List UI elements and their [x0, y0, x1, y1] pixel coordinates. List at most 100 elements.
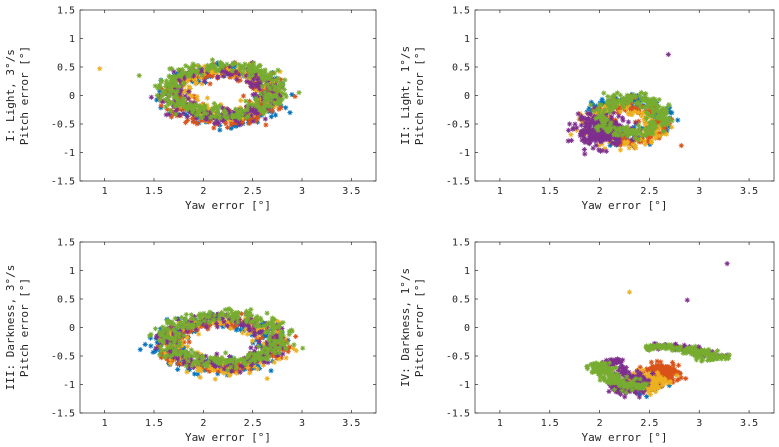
data-point-green [161, 335, 167, 342]
data-point-green [188, 315, 195, 321]
data-point-green [647, 124, 653, 130]
data-point-purple [608, 359, 614, 366]
data-point-yellow [625, 102, 632, 108]
data-point-green [241, 357, 248, 363]
x-tick-label: 1.5 [145, 418, 163, 429]
data-point-yellow [201, 63, 207, 70]
data-point-green [276, 87, 282, 93]
data-point-yellow [197, 366, 203, 372]
data-point-green [272, 323, 279, 330]
data-point-orange [250, 115, 256, 121]
data-point-purple [193, 326, 199, 332]
data-point-yellow [639, 111, 646, 117]
data-point-purple [220, 68, 226, 74]
data-point-green [171, 321, 177, 328]
data-point-orange [653, 118, 660, 124]
data-point-green [597, 377, 603, 383]
data-point-purple [226, 109, 232, 116]
data-point-green [199, 357, 205, 363]
data-point-yellow [647, 372, 653, 379]
data-point-orange [183, 119, 189, 126]
axes-frame [474, 9, 775, 182]
data-point-blue [675, 117, 681, 123]
data-point-green [225, 367, 231, 373]
data-point-orange [665, 367, 671, 373]
data-point-purple [579, 137, 585, 143]
data-point-orange [269, 353, 276, 359]
data-point-blue [270, 358, 276, 364]
data-point-yellow [568, 132, 574, 138]
data-point-yellow [239, 115, 245, 122]
data-point-purple [241, 112, 248, 118]
data-point-green [724, 355, 730, 361]
x-tick-label: 2 [597, 186, 603, 197]
data-point-green [620, 377, 627, 383]
data-point-green [632, 383, 638, 389]
x-tick-label: 2.5 [640, 418, 658, 429]
data-point-purple [265, 359, 271, 366]
data-point-orange [648, 133, 654, 140]
data-point-green [611, 376, 617, 382]
data-point-orange [238, 311, 245, 317]
data-point-green [176, 334, 182, 341]
data-point-yellow [187, 85, 193, 92]
data-point-purple [201, 358, 207, 364]
data-point-green [231, 355, 237, 361]
data-point-green [605, 93, 611, 100]
data-point-yellow [282, 335, 288, 342]
y-tick-label: 0 [464, 91, 470, 102]
data-point-green [618, 125, 624, 131]
data-point-orange [209, 73, 215, 79]
data-point-blue [192, 371, 198, 377]
data-point-purple [625, 119, 631, 125]
outlier-point-yellow [97, 66, 103, 72]
data-point-green [651, 126, 657, 133]
data-point-yellow [641, 138, 648, 144]
data-point-green [178, 73, 184, 79]
data-point-green [245, 113, 251, 119]
data-point-green [714, 355, 720, 361]
y-tick-label: 0.5 [452, 63, 470, 74]
data-point-yellow [662, 377, 669, 383]
data-point-green [229, 68, 235, 74]
data-point-green [650, 105, 656, 112]
data-point-green [175, 96, 181, 102]
data-point-green [157, 352, 163, 358]
data-point-purple [174, 106, 180, 112]
data-point-yellow [617, 147, 624, 153]
x-tick-label: 3 [299, 418, 305, 429]
data-point-yellow [659, 382, 665, 388]
data-point-yellow [168, 356, 174, 362]
data-point-green [175, 100, 181, 106]
data-point-green [596, 123, 602, 129]
data-point-green [221, 107, 228, 114]
data-point-orange [283, 338, 290, 344]
data-point-yellow [260, 362, 267, 368]
data-point-green [170, 76, 177, 83]
data-point-yellow [215, 365, 221, 371]
data-point-green [256, 107, 263, 113]
data-point-purple [203, 324, 209, 330]
data-point-yellow [251, 112, 257, 118]
data-point-purple [175, 355, 181, 361]
data-point-green [637, 376, 643, 382]
data-point-green [202, 103, 208, 109]
data-point-green [193, 351, 199, 357]
data-point-orange [181, 328, 187, 335]
scatter-points [137, 306, 306, 382]
y-tick-label: -1.5 [446, 409, 470, 420]
y-tick-label: 0.5 [57, 63, 75, 74]
data-point-green [190, 108, 196, 114]
y-tick-label: 1.5 [452, 238, 470, 249]
data-point-green [257, 353, 263, 359]
data-point-blue [158, 326, 164, 332]
data-point-green [169, 99, 175, 105]
data-point-green [165, 86, 171, 92]
data-point-orange [661, 371, 668, 377]
data-point-purple [577, 133, 583, 139]
data-point-green [217, 115, 223, 121]
data-point-green [172, 315, 178, 321]
outlier-point-green [296, 90, 302, 96]
outlier-point-orange [678, 143, 684, 149]
data-point-yellow [641, 372, 647, 378]
